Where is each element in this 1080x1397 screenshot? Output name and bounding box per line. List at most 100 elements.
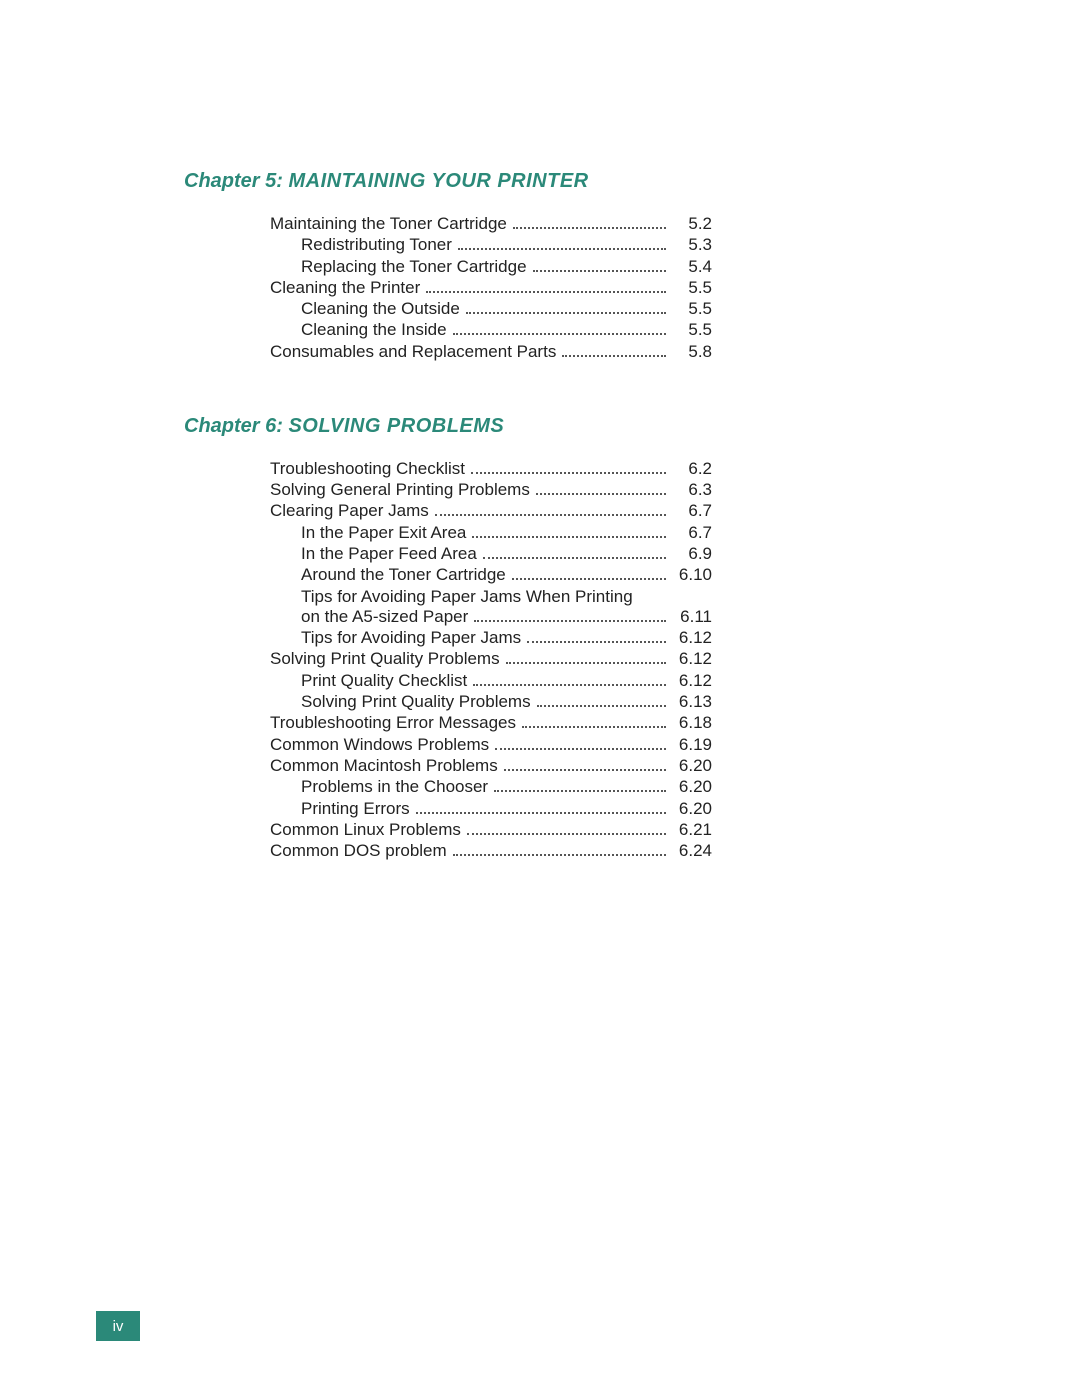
toc-leader-dots [512,566,666,580]
toc-entry-text: on the A5-sized Paper [301,608,468,625]
toc-leader-dots [435,502,666,516]
toc-entry: Cleaning the Outside 5.5 [270,300,712,318]
toc-entry-page: 6.3 [672,481,712,498]
toc-entry-text: Common DOS problem [270,842,447,859]
toc-leader-dots [495,736,666,750]
toc-entry: Clearing Paper Jams 6.7 [270,502,712,520]
toc-entry: Print Quality Checklist6.12 [270,672,712,690]
toc-leader-dots [472,524,666,538]
toc-leader-dots [471,460,666,474]
toc-leader-dots [453,842,666,856]
chapter-6-block: Chapter 6: Solving Problems Troubleshoot… [184,415,710,860]
toc-entry-page: 6.20 [672,778,712,795]
toc-entry: Troubleshooting Checklist6.2 [270,460,712,478]
toc-entry: Printing Errors 6.20 [270,800,712,818]
toc-entry-text: Troubleshooting Checklist [270,460,465,477]
toc-entry-page: 6.21 [672,821,712,838]
toc-entry: Replacing the Toner Cartridge 5.4 [270,258,712,276]
toc-entry-page: 6.24 [672,842,712,859]
toc-entry: Common Windows Problems 6.19 [270,736,712,754]
toc-leader-dots [506,651,666,665]
toc-entry: In the Paper Feed Area 6.9 [270,545,712,563]
toc-entry-text: Solving Print Quality Problems [270,650,500,667]
toc-leader-dots [537,693,666,707]
toc-leader-dots [466,300,666,314]
toc-entry-page: 5.4 [672,258,712,275]
toc-entry-text: Tips for Avoiding Paper Jams [301,629,521,646]
toc-entry: Maintaining the Toner Cartridge5.2 [270,215,712,233]
toc-leader-dots [453,322,666,336]
toc-entry-page: 6.7 [672,524,712,541]
toc-leader-dots [473,672,666,686]
chapter-6-title: Solving Problems [288,415,504,437]
toc-entry-page: 6.9 [672,545,712,562]
toc-entry-text: Clearing Paper Jams [270,502,429,519]
chapter-6-heading: Chapter 6: Solving Problems [184,415,710,438]
toc-entry: on the A5-sized Paper 6.11 [270,608,712,626]
toc-entry-text: In the Paper Feed Area [301,545,477,562]
chapter-6-toc: Troubleshooting Checklist6.2 Solving Gene… [270,460,712,860]
toc-entry: Common DOS problem 6.24 [270,842,712,860]
toc-entry-page: 5.5 [672,279,712,296]
toc-entry: Around the Toner Cartridge6.10 [270,566,712,584]
toc-entry-text: Tips for Avoiding Paper Jams When Printi… [301,588,712,605]
toc-entry-page: 6.11 [672,608,712,625]
toc-entry-text: Common Linux Problems [270,821,461,838]
toc-leader-dots [522,714,666,728]
toc-entry: In the Paper Exit Area 6.7 [270,524,712,542]
toc-entry: Consumables and Replacement Parts5.8 [270,343,712,361]
chapter-5-block: Chapter 5: Maintaining Your Printer Main… [184,170,710,361]
chapter-5-heading: Chapter 5: Maintaining Your Printer [184,170,710,193]
toc-leader-dots [562,343,666,357]
toc-leader-dots [504,757,666,771]
toc-entry-text: Printing Errors [301,800,410,817]
toc-entry: Common Linux Problems 6.21 [270,821,712,839]
toc-entry: Tips for Avoiding Paper Jams When Printi… [270,588,712,605]
page-number-badge: iv [96,1311,140,1341]
toc-entry-page: 6.7 [672,502,712,519]
toc-entry-text: Redistributing Toner [301,236,452,253]
toc-entry-text: In the Paper Exit Area [301,524,466,541]
toc-entry-text: Around the Toner Cartridge [301,566,506,583]
toc-leader-dots [536,481,666,495]
toc-leader-dots [474,608,666,622]
toc-entry-page: 6.12 [672,629,712,646]
toc-leader-dots [513,215,666,229]
toc-entry-page: 5.3 [672,236,712,253]
toc-entry: Solving General Printing Problems 6.3 [270,481,712,499]
toc-entry-text: Cleaning the Outside [301,300,460,317]
toc-leader-dots [533,258,666,272]
toc-leader-dots [426,279,666,293]
toc-entry-page: 6.19 [672,736,712,753]
toc-entry-text: Solving General Printing Problems [270,481,530,498]
chapter-5-toc: Maintaining the Toner Cartridge5.2 Redist… [270,215,712,361]
document-page: Chapter 5: Maintaining Your Printer Main… [0,0,1080,1397]
toc-entry: Solving Print Quality Problems6.12 [270,650,712,668]
toc-entry-text: Solving Print Quality Problems [301,693,531,710]
toc-entry: Redistributing Toner 5.3 [270,236,712,254]
toc-leader-dots [467,821,666,835]
toc-entry-text: Common Windows Problems [270,736,489,753]
toc-entry-page: 6.20 [672,800,712,817]
toc-entry: Problems in the Chooser 6.20 [270,778,712,796]
chapter-5-label: Chapter 5: [184,170,283,192]
chapter-5-title: Maintaining Your Printer [288,170,588,192]
toc-entry-text: Cleaning the Inside [301,321,447,338]
toc-entry: Common Macintosh Problems 6.20 [270,757,712,775]
toc-entry-text: Replacing the Toner Cartridge [301,258,527,275]
toc-leader-dots [483,545,666,559]
toc-entry: Cleaning the Inside5.5 [270,321,712,339]
toc-entry-page: 6.20 [672,757,712,774]
toc-entry-page: 5.5 [672,300,712,317]
chapter-6-label: Chapter 6: [184,415,283,437]
toc-leader-dots [527,629,666,643]
toc-entry-text: Cleaning the Printer [270,279,420,296]
toc-entry: Troubleshooting Error Messages6.18 [270,714,712,732]
toc-leader-dots [494,778,666,792]
toc-entry-text: Problems in the Chooser [301,778,488,795]
toc-entry: Solving Print Quality Problems6.13 [270,693,712,711]
toc-entry: Tips for Avoiding Paper Jams 6.12 [270,629,712,647]
toc-entry-page: 6.18 [672,714,712,731]
toc-entry-text: Common Macintosh Problems [270,757,498,774]
toc-entry-page: 6.12 [672,672,712,689]
